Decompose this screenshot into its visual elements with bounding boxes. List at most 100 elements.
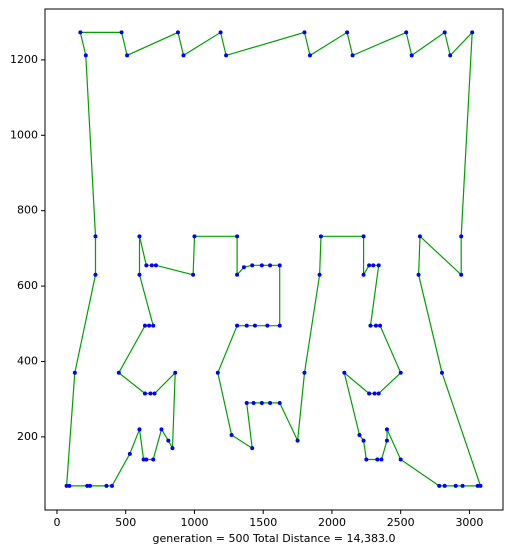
- city-point: [367, 391, 372, 396]
- city-point: [361, 272, 366, 277]
- city-point: [345, 30, 350, 35]
- city-point: [215, 370, 220, 375]
- city-point: [224, 53, 229, 58]
- y-tick-label: 800: [17, 204, 38, 217]
- city-point: [229, 432, 234, 437]
- city-point: [244, 323, 249, 328]
- x-tick-label: 2000: [318, 516, 346, 529]
- city-point: [318, 234, 323, 239]
- city-point: [153, 263, 158, 268]
- city-point: [373, 323, 378, 328]
- city-point: [181, 53, 186, 58]
- city-point: [252, 323, 257, 328]
- city-point: [166, 438, 171, 443]
- city-point: [173, 370, 178, 375]
- city-point: [357, 432, 362, 437]
- city-point: [259, 263, 264, 268]
- city-point: [127, 451, 132, 456]
- city-point: [437, 483, 442, 488]
- city-point: [218, 30, 223, 35]
- city-point: [93, 272, 98, 277]
- city-point: [459, 272, 464, 277]
- x-tick-label: 3000: [455, 516, 483, 529]
- city-point: [170, 446, 175, 451]
- city-point: [368, 323, 373, 328]
- city-point: [250, 446, 255, 451]
- city-point: [259, 400, 264, 405]
- city-point: [159, 427, 164, 432]
- city-point: [442, 483, 447, 488]
- plot-frame: [44, 8, 504, 511]
- city-point: [342, 370, 347, 375]
- x-tick-label: 0: [53, 516, 60, 529]
- city-point: [459, 234, 464, 239]
- city-point: [67, 483, 72, 488]
- city-point: [448, 53, 453, 58]
- city-point: [384, 438, 389, 443]
- city-point: [376, 391, 381, 396]
- city-point: [378, 323, 383, 328]
- city-point: [116, 370, 121, 375]
- y-tick-label: 600: [17, 279, 38, 292]
- x-tick-label: 2500: [387, 516, 415, 529]
- city-point: [137, 272, 142, 277]
- city-point: [460, 483, 465, 488]
- city-point: [235, 234, 240, 239]
- city-point: [152, 391, 157, 396]
- city-point: [277, 263, 282, 268]
- city-point: [475, 483, 480, 488]
- route-line: [65, 30, 482, 487]
- x-axis-label: generation = 500 Total Distance = 14,383…: [152, 532, 395, 545]
- city-point: [137, 234, 142, 239]
- city-point: [148, 391, 153, 396]
- city-point: [244, 400, 249, 405]
- city-point: [350, 53, 355, 58]
- city-point: [142, 323, 147, 328]
- city-point: [302, 370, 307, 375]
- city-point: [93, 234, 98, 239]
- city-point: [265, 323, 270, 328]
- city-point: [144, 457, 149, 462]
- city-point: [384, 427, 389, 432]
- city-point: [453, 483, 458, 488]
- city-point: [361, 438, 366, 443]
- city-point: [307, 53, 312, 58]
- city-point: [151, 323, 156, 328]
- city-point: [364, 457, 369, 462]
- city-point: [317, 272, 322, 277]
- city-point: [149, 263, 154, 268]
- y-tick-label: 400: [17, 354, 38, 367]
- city-point: [277, 400, 282, 405]
- city-point: [268, 400, 273, 405]
- city-point: [417, 234, 422, 239]
- city-point: [398, 457, 403, 462]
- city-point: [409, 53, 414, 58]
- city-point: [147, 323, 152, 328]
- city-point: [151, 457, 156, 462]
- city-point: [119, 30, 124, 35]
- city-point: [439, 370, 444, 375]
- city-point: [192, 234, 197, 239]
- city-point: [78, 30, 83, 35]
- city-point: [372, 391, 377, 396]
- city-point: [295, 438, 300, 443]
- city-point: [268, 263, 273, 268]
- city-point: [72, 370, 77, 375]
- city-point: [144, 263, 149, 268]
- city-point: [241, 265, 246, 270]
- city-point: [104, 483, 109, 488]
- x-tick-label: 1000: [180, 516, 208, 529]
- city-point: [277, 323, 282, 328]
- city-point: [398, 370, 403, 375]
- city-point: [367, 263, 372, 268]
- city-point: [404, 30, 409, 35]
- city-point: [361, 234, 366, 239]
- city-point: [235, 323, 240, 328]
- city-point: [375, 457, 380, 462]
- city-point: [83, 53, 88, 58]
- city-point: [376, 263, 381, 268]
- city-point: [137, 427, 142, 432]
- x-tick-label: 1500: [249, 516, 277, 529]
- city-point: [191, 272, 196, 277]
